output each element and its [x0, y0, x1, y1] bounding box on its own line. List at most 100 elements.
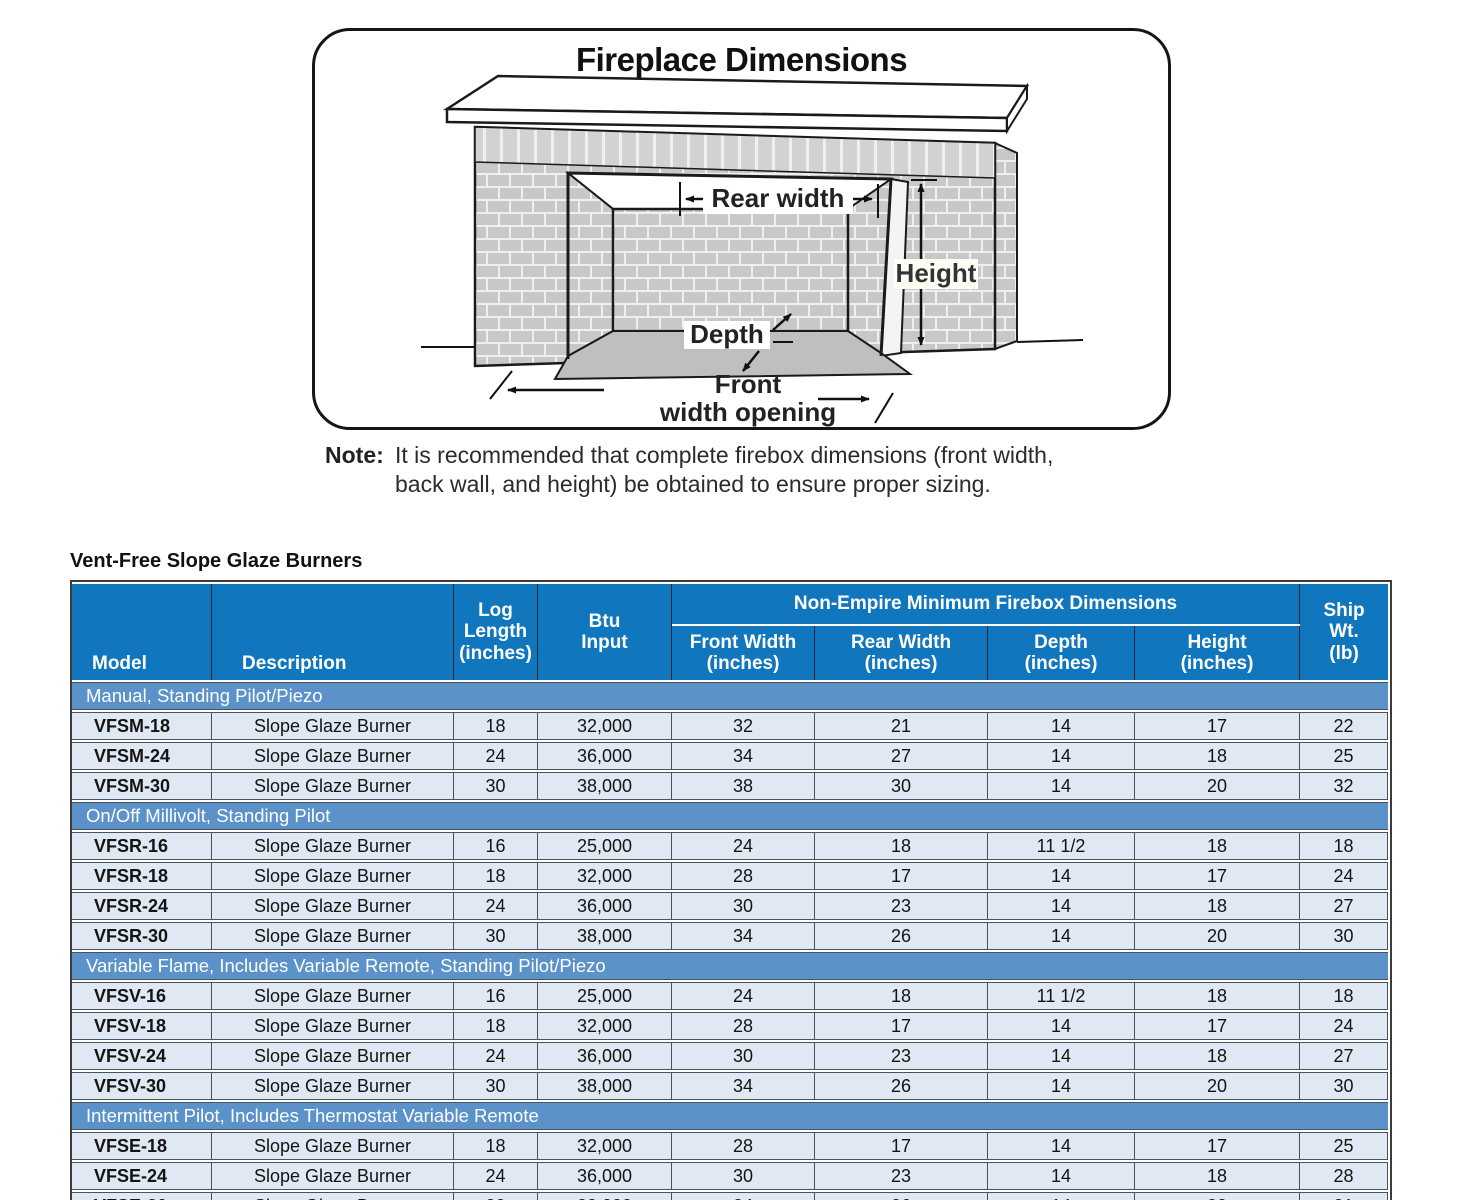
cell-description: Slope Glaze Burner: [212, 712, 454, 740]
cell-front-width: 24: [672, 832, 815, 860]
note-label: Note:: [325, 442, 384, 468]
cell-log-length: 16: [454, 832, 538, 860]
cell-height: 20: [1135, 1072, 1301, 1100]
depth-arrow-back: [772, 313, 792, 331]
cell-height: 17: [1135, 862, 1301, 890]
cell-btu-input: 36,000: [538, 1162, 672, 1190]
cell-height: 17: [1135, 1012, 1301, 1040]
cell-ship-wt: 31: [1300, 1192, 1389, 1200]
cell-rear-width: 17: [815, 1132, 988, 1160]
cell-model: VFSR-24: [72, 892, 212, 920]
cell-ship-wt: 18: [1300, 832, 1389, 860]
cell-log-length: 24: [454, 892, 538, 920]
cell-ship-wt: 30: [1300, 1072, 1389, 1100]
mantel-end-cap: [1006, 82, 1028, 135]
col-header-model: Model: [72, 584, 212, 680]
rear-width-label-bg: [703, 183, 853, 214]
cell-front-width: 32: [672, 712, 815, 740]
cell-model: VFSV-16: [72, 982, 212, 1010]
table-row: VFSR-18 Slope Glaze Burner 18 32,000 28 17 14 1…: [72, 862, 1389, 890]
cell-depth: 11 1/2: [988, 982, 1135, 1010]
cell-front-width: 30: [672, 892, 815, 920]
cell-model: VFSR-16: [72, 832, 212, 860]
cell-description: Slope Glaze Burner: [212, 1162, 454, 1190]
cell-rear-width: 23: [815, 892, 988, 920]
front-width-label-line1: Front: [715, 369, 782, 399]
cell-log-length: 30: [454, 1072, 538, 1100]
cell-model: VFSM-24: [72, 742, 212, 770]
section-row: Variable Flame, Includes Variable Remote…: [72, 952, 1389, 980]
cell-model: VFSM-30: [72, 772, 212, 800]
note-text: It is recommended that complete firebox …: [395, 442, 1054, 497]
cell-ship-wt: 24: [1300, 1012, 1389, 1040]
table-row: VFSR-16 Slope Glaze Burner 16 25,000 24 18 11 …: [72, 832, 1389, 860]
depth-arrow-front: [742, 350, 760, 372]
cell-log-length: 16: [454, 982, 538, 1010]
cell-height: 18: [1135, 1162, 1301, 1190]
cell-height: 20: [1135, 922, 1301, 950]
cell-model: VFSE-24: [72, 1162, 212, 1190]
cell-log-length: 18: [454, 1132, 538, 1160]
table-row: VFSM-18 Slope Glaze Burner 18 32,000 32 21 14 1…: [72, 712, 1389, 740]
cell-ship-wt: 24: [1300, 862, 1389, 890]
col-group-firebox-dimensions: Non-Empire Minimum Firebox Dimensions: [672, 584, 1301, 624]
cell-btu-input: 32,000: [538, 862, 672, 890]
cell-btu-input: 36,000: [538, 892, 672, 920]
cell-front-width: 34: [672, 1192, 815, 1200]
cell-front-width: 30: [672, 1042, 815, 1070]
cell-front-width: 28: [672, 1132, 815, 1160]
cell-log-length: 30: [454, 922, 538, 950]
fireplace-side-face: [994, 141, 1018, 351]
firebox-opening-outline: [566, 171, 893, 359]
front-width-tick-left: [489, 370, 513, 400]
cell-description: Slope Glaze Burner: [212, 982, 454, 1010]
cell-rear-width: 30: [815, 772, 988, 800]
cell-description: Slope Glaze Burner: [212, 1132, 454, 1160]
cell-log-length: 24: [454, 1042, 538, 1070]
cell-description: Slope Glaze Burner: [212, 742, 454, 770]
col-header-btu-input: Btu Input: [538, 584, 672, 680]
table-body: Manual, Standing Pilot/Piezo VFSM-18 Slope…: [72, 682, 1389, 1200]
cell-height: 17: [1135, 712, 1301, 740]
height-label-bg: [894, 259, 978, 289]
cell-front-width: 28: [672, 862, 815, 890]
table-row: VFSM-24 Slope Glaze Burner 24 36,000 34 27 14 1…: [72, 742, 1389, 770]
height-label: Height: [896, 258, 977, 288]
cell-front-width: 34: [672, 922, 815, 950]
cell-front-width: 30: [672, 1162, 815, 1190]
section-label: Intermittent Pilot, Includes Thermostat …: [72, 1102, 1389, 1130]
cell-ship-wt: 28: [1300, 1162, 1389, 1190]
col-header-log-length: Log Length (inches): [454, 584, 538, 680]
rear-width-label: Rear width: [712, 183, 845, 213]
cell-ship-wt: 18: [1300, 982, 1389, 1010]
cell-model: VFSV-30: [72, 1072, 212, 1100]
cell-height: 18: [1135, 892, 1301, 920]
table-row: VFSV-16 Slope Glaze Burner 16 25,000 24 18 11 …: [72, 982, 1389, 1010]
cell-depth: 14: [988, 742, 1135, 770]
cell-btu-input: 38,000: [538, 1072, 672, 1100]
cell-log-length: 30: [454, 1192, 538, 1200]
col-header-height: Height (inches): [1135, 626, 1301, 680]
cell-description: Slope Glaze Burner: [212, 772, 454, 800]
cell-depth: 14: [988, 862, 1135, 890]
cell-front-width: 34: [672, 742, 815, 770]
col-header-description: Description: [212, 584, 454, 680]
cell-front-width: 24: [672, 982, 815, 1010]
cell-height: 17: [1135, 1132, 1301, 1160]
firebox-back-wall: [611, 207, 850, 333]
section-row: Intermittent Pilot, Includes Thermostat …: [72, 1102, 1389, 1130]
front-width-tick-right: [874, 392, 894, 424]
section-label: Manual, Standing Pilot/Piezo: [72, 682, 1389, 710]
table-row: VFSE-24 Slope Glaze Burner 24 36,000 30 23 14 1…: [72, 1162, 1389, 1190]
cell-rear-width: 18: [815, 982, 988, 1010]
ground-line-right: [1016, 339, 1084, 343]
table-row: VFSR-30 Slope Glaze Burner 30 38,000 34 26 14 2…: [72, 922, 1389, 950]
section-label: Variable Flame, Includes Variable Remote…: [72, 952, 1389, 980]
cell-front-width: 38: [672, 772, 815, 800]
cell-btu-input: 32,000: [538, 1012, 672, 1040]
cell-depth: 14: [988, 922, 1135, 950]
diagram-title: Fireplace Dimensions: [575, 41, 908, 78]
cell-depth: 11 1/2: [988, 832, 1135, 860]
cell-height: 18: [1135, 1042, 1301, 1070]
